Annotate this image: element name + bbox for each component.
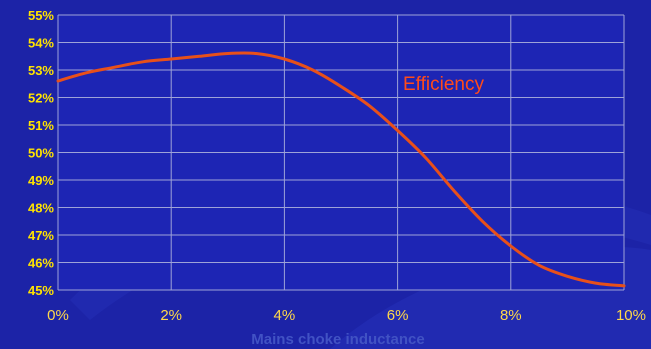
x-axis-title: Mains choke inductance xyxy=(251,331,424,348)
y-tick-label: 53% xyxy=(28,63,54,78)
x-tick-label: 4% xyxy=(274,307,296,324)
x-axis-ticks: 0% 2% 4% 6% 8% 10% xyxy=(47,307,646,324)
x-tick-label: 10% xyxy=(616,307,646,324)
y-tick-label: 55% xyxy=(28,8,54,23)
y-tick-label: 50% xyxy=(28,146,54,161)
y-tick-label: 51% xyxy=(28,118,54,133)
grid-lines xyxy=(57,14,625,291)
y-tick-label: 54% xyxy=(28,36,54,51)
y-tick-label: 49% xyxy=(28,173,54,188)
x-tick-label: 6% xyxy=(387,307,409,324)
y-axis-ticks: 45% 46% 47% 48% 49% 50% 51% 52% 53% 54% 55% xyxy=(28,8,54,298)
y-tick-label: 47% xyxy=(28,228,54,243)
efficiency-series-line xyxy=(56,51,626,288)
series-label-efficiency: Efficiency xyxy=(403,74,484,95)
y-tick-label: 52% xyxy=(28,91,54,106)
x-tick-label: 2% xyxy=(160,307,182,324)
y-tick-label: 45% xyxy=(28,283,54,298)
y-tick-label: 48% xyxy=(28,201,54,216)
x-tick-label: 8% xyxy=(500,307,522,324)
y-tick-label: 46% xyxy=(28,256,54,271)
x-tick-label: 0% xyxy=(47,307,69,324)
